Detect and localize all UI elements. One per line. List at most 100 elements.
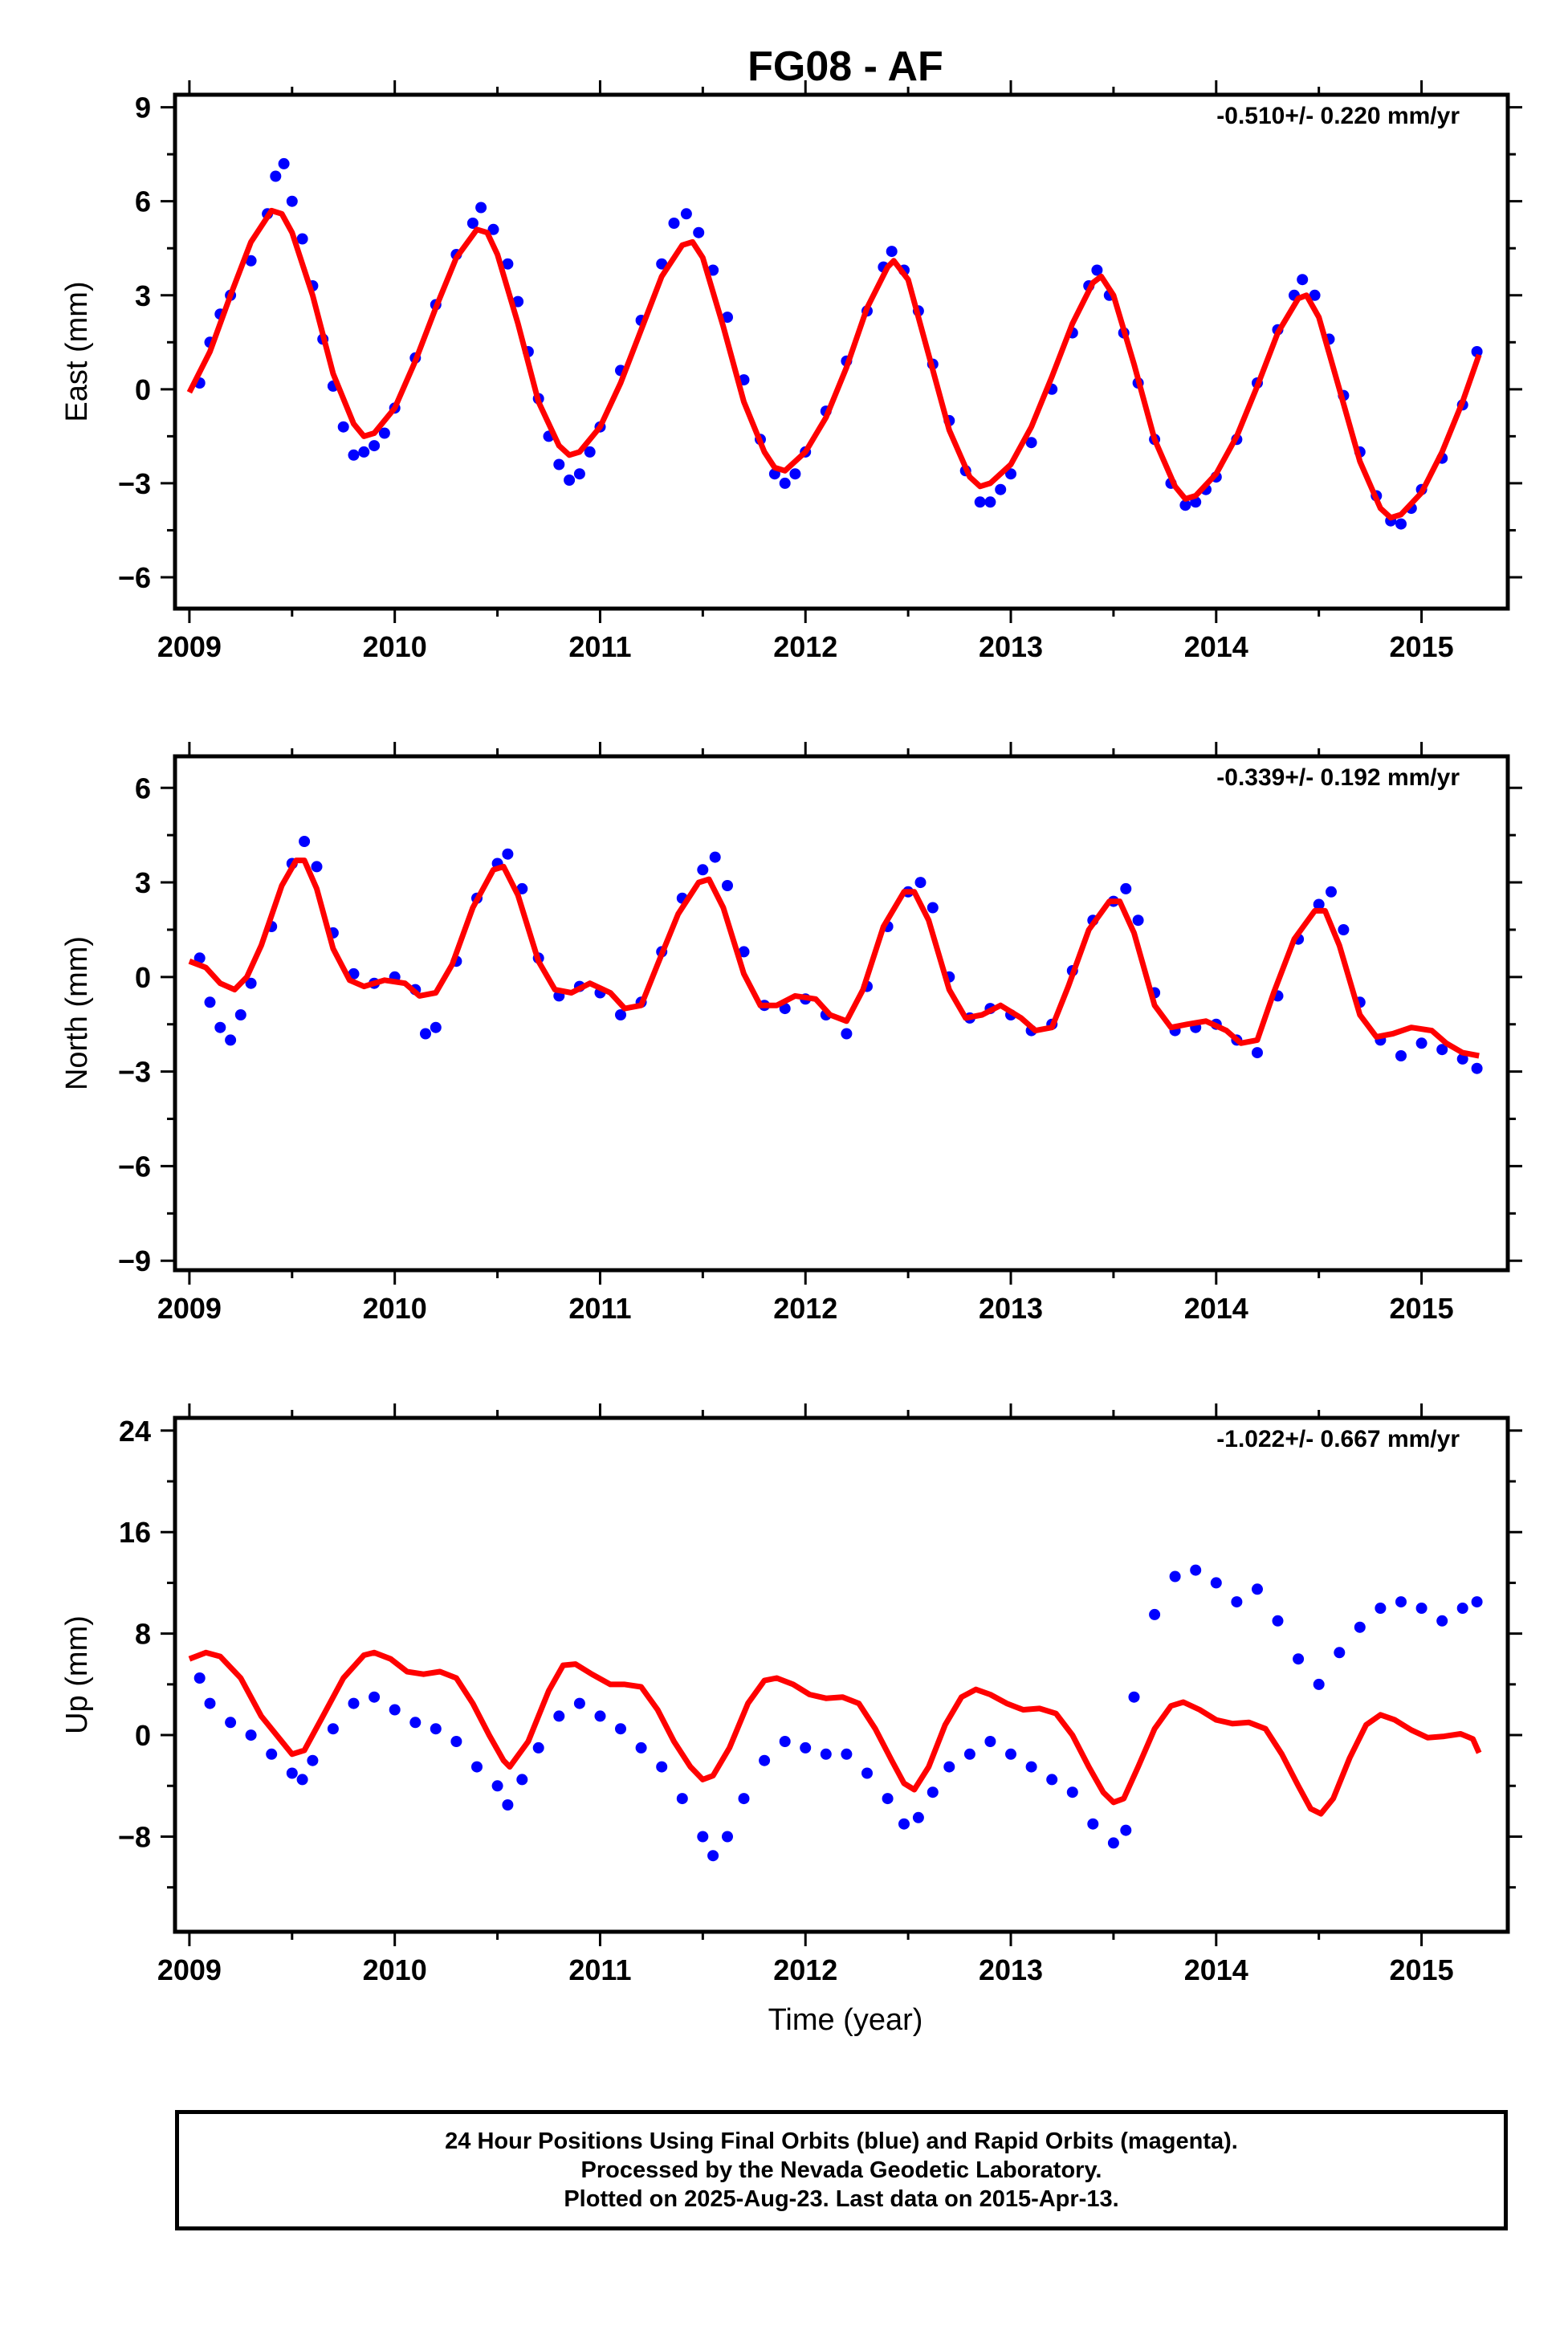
up-data-point	[307, 1754, 319, 1766]
north-data-point	[738, 946, 750, 958]
up-data-point	[1471, 1596, 1483, 1608]
up-data-point	[573, 1697, 585, 1709]
caption-line-1: 24 Hour Positions Using Final Orbits (bl…	[445, 2128, 1238, 2154]
up-data-point	[1120, 1824, 1132, 1836]
up-data-point	[1005, 1748, 1016, 1760]
east-data-point	[974, 496, 986, 508]
up-data-point	[430, 1723, 442, 1735]
up-data-point	[779, 1736, 791, 1747]
east-data-point	[656, 258, 668, 270]
north-data-point	[1471, 1062, 1483, 1074]
north-y-tick-label: 0	[135, 961, 151, 994]
up-y-tick-label: 16	[119, 1516, 151, 1549]
east-y-tick-label: 9	[135, 92, 151, 124]
north-data-point	[299, 836, 311, 847]
up-data-point	[1252, 1583, 1263, 1595]
up-data-point	[409, 1717, 422, 1729]
east-y-tick-label: −3	[118, 467, 151, 500]
up-data-point	[1066, 1786, 1078, 1798]
up-scatter-series	[193, 1564, 1483, 1862]
east-x-tick-label: 2013	[979, 630, 1043, 663]
up-data-point	[1107, 1837, 1119, 1849]
north-data-point	[516, 882, 528, 894]
north-x-tick-label: 2011	[568, 1292, 631, 1325]
east-data-point	[296, 233, 308, 245]
up-y-tick-label: 0	[135, 1719, 151, 1752]
east-data-point	[358, 446, 370, 458]
east-data-point	[1005, 468, 1016, 480]
north-y-tick-label: 3	[135, 866, 151, 899]
east-data-point	[789, 468, 801, 480]
east-data-point	[1179, 499, 1191, 511]
up-data-point	[800, 1741, 812, 1754]
up-data-point	[1149, 1608, 1161, 1620]
east-rate-annotation: -0.510+/- 0.220 mm/yr	[1216, 103, 1460, 129]
east-data-point	[722, 312, 733, 324]
north-data-point	[193, 952, 206, 964]
up-data-point	[296, 1774, 308, 1786]
east-data-point	[584, 446, 596, 458]
caption-box: 24 Hour Positions Using Final Orbits (bl…	[175, 2110, 1508, 2230]
up-data-point	[963, 1748, 975, 1760]
north-data-point	[430, 1021, 442, 1033]
up-data-point	[193, 1672, 206, 1684]
east-x-tick-label: 2010	[363, 630, 427, 663]
north-data-point	[1326, 886, 1337, 898]
north-data-point	[204, 996, 216, 1008]
up-data-point	[1272, 1615, 1284, 1627]
up-data-point	[245, 1729, 257, 1741]
north-rate-annotation: -0.339+/- 0.192 mm/yr	[1216, 764, 1460, 791]
up-data-point	[1375, 1603, 1387, 1614]
east-data-point	[502, 258, 514, 270]
up-data-point	[656, 1761, 668, 1773]
east-data-point	[270, 170, 282, 182]
north-data-point	[615, 1009, 626, 1020]
caption-line-2: Processed by the Nevada Geodetic Laborat…	[580, 2157, 1102, 2183]
east-data-point	[995, 483, 1007, 495]
caption-line-3: Plotted on 2025-Aug-23. Last data on 201…	[564, 2186, 1119, 2212]
east-scatter-series	[193, 157, 1483, 530]
up-data-point	[1231, 1596, 1243, 1608]
east-y-tick-label: 0	[135, 373, 151, 406]
north-y-axis-label: North (mm)	[60, 936, 94, 1090]
east-data-point	[1309, 289, 1321, 301]
east-x-tick-label: 2014	[1184, 630, 1248, 663]
up-y-tick-label: 24	[119, 1415, 151, 1448]
up-data-point	[927, 1786, 939, 1798]
east-data-point	[1395, 518, 1407, 530]
east-panel: 2009 2010 2011 2012 2013 2014 2015 −6 −3 0 3 6 9 East…	[60, 80, 1522, 663]
up-plot-frame	[173, 1416, 1510, 1934]
up-data-point	[676, 1793, 688, 1805]
up-data-point	[615, 1723, 626, 1735]
up-data-point	[1210, 1577, 1222, 1589]
up-data-point	[1395, 1596, 1407, 1608]
north-x-tick-label: 2015	[1390, 1292, 1454, 1325]
up-data-point	[820, 1748, 832, 1760]
up-data-point	[450, 1736, 462, 1747]
up-data-point	[1169, 1570, 1181, 1583]
up-data-point	[882, 1793, 894, 1805]
east-data-point	[693, 226, 705, 238]
up-y-tick-label: −8	[118, 1820, 151, 1853]
up-data-point	[502, 1799, 514, 1811]
up-data-point	[943, 1761, 955, 1773]
up-data-point	[898, 1818, 910, 1830]
east-data-point	[466, 218, 479, 229]
north-x-tick-label: 2012	[773, 1292, 837, 1325]
up-data-point	[984, 1736, 996, 1747]
north-x-tick-label: 2010	[363, 1292, 427, 1325]
north-data-point	[1313, 898, 1325, 910]
up-data-point	[553, 1710, 565, 1722]
up-x-tick-label: 2012	[773, 1953, 837, 1986]
east-data-point	[564, 475, 576, 486]
up-x-tick-label: 2013	[979, 1953, 1043, 1986]
up-data-point	[1025, 1761, 1037, 1773]
up-x-tick-label: 2009	[157, 1953, 222, 1986]
x-axis-label: Time (year)	[768, 2003, 923, 2037]
up-data-point	[1087, 1818, 1099, 1830]
north-data-point	[1415, 1037, 1427, 1049]
up-data-point	[738, 1793, 750, 1805]
up-data-point	[225, 1717, 237, 1729]
up-data-point	[1313, 1678, 1325, 1690]
